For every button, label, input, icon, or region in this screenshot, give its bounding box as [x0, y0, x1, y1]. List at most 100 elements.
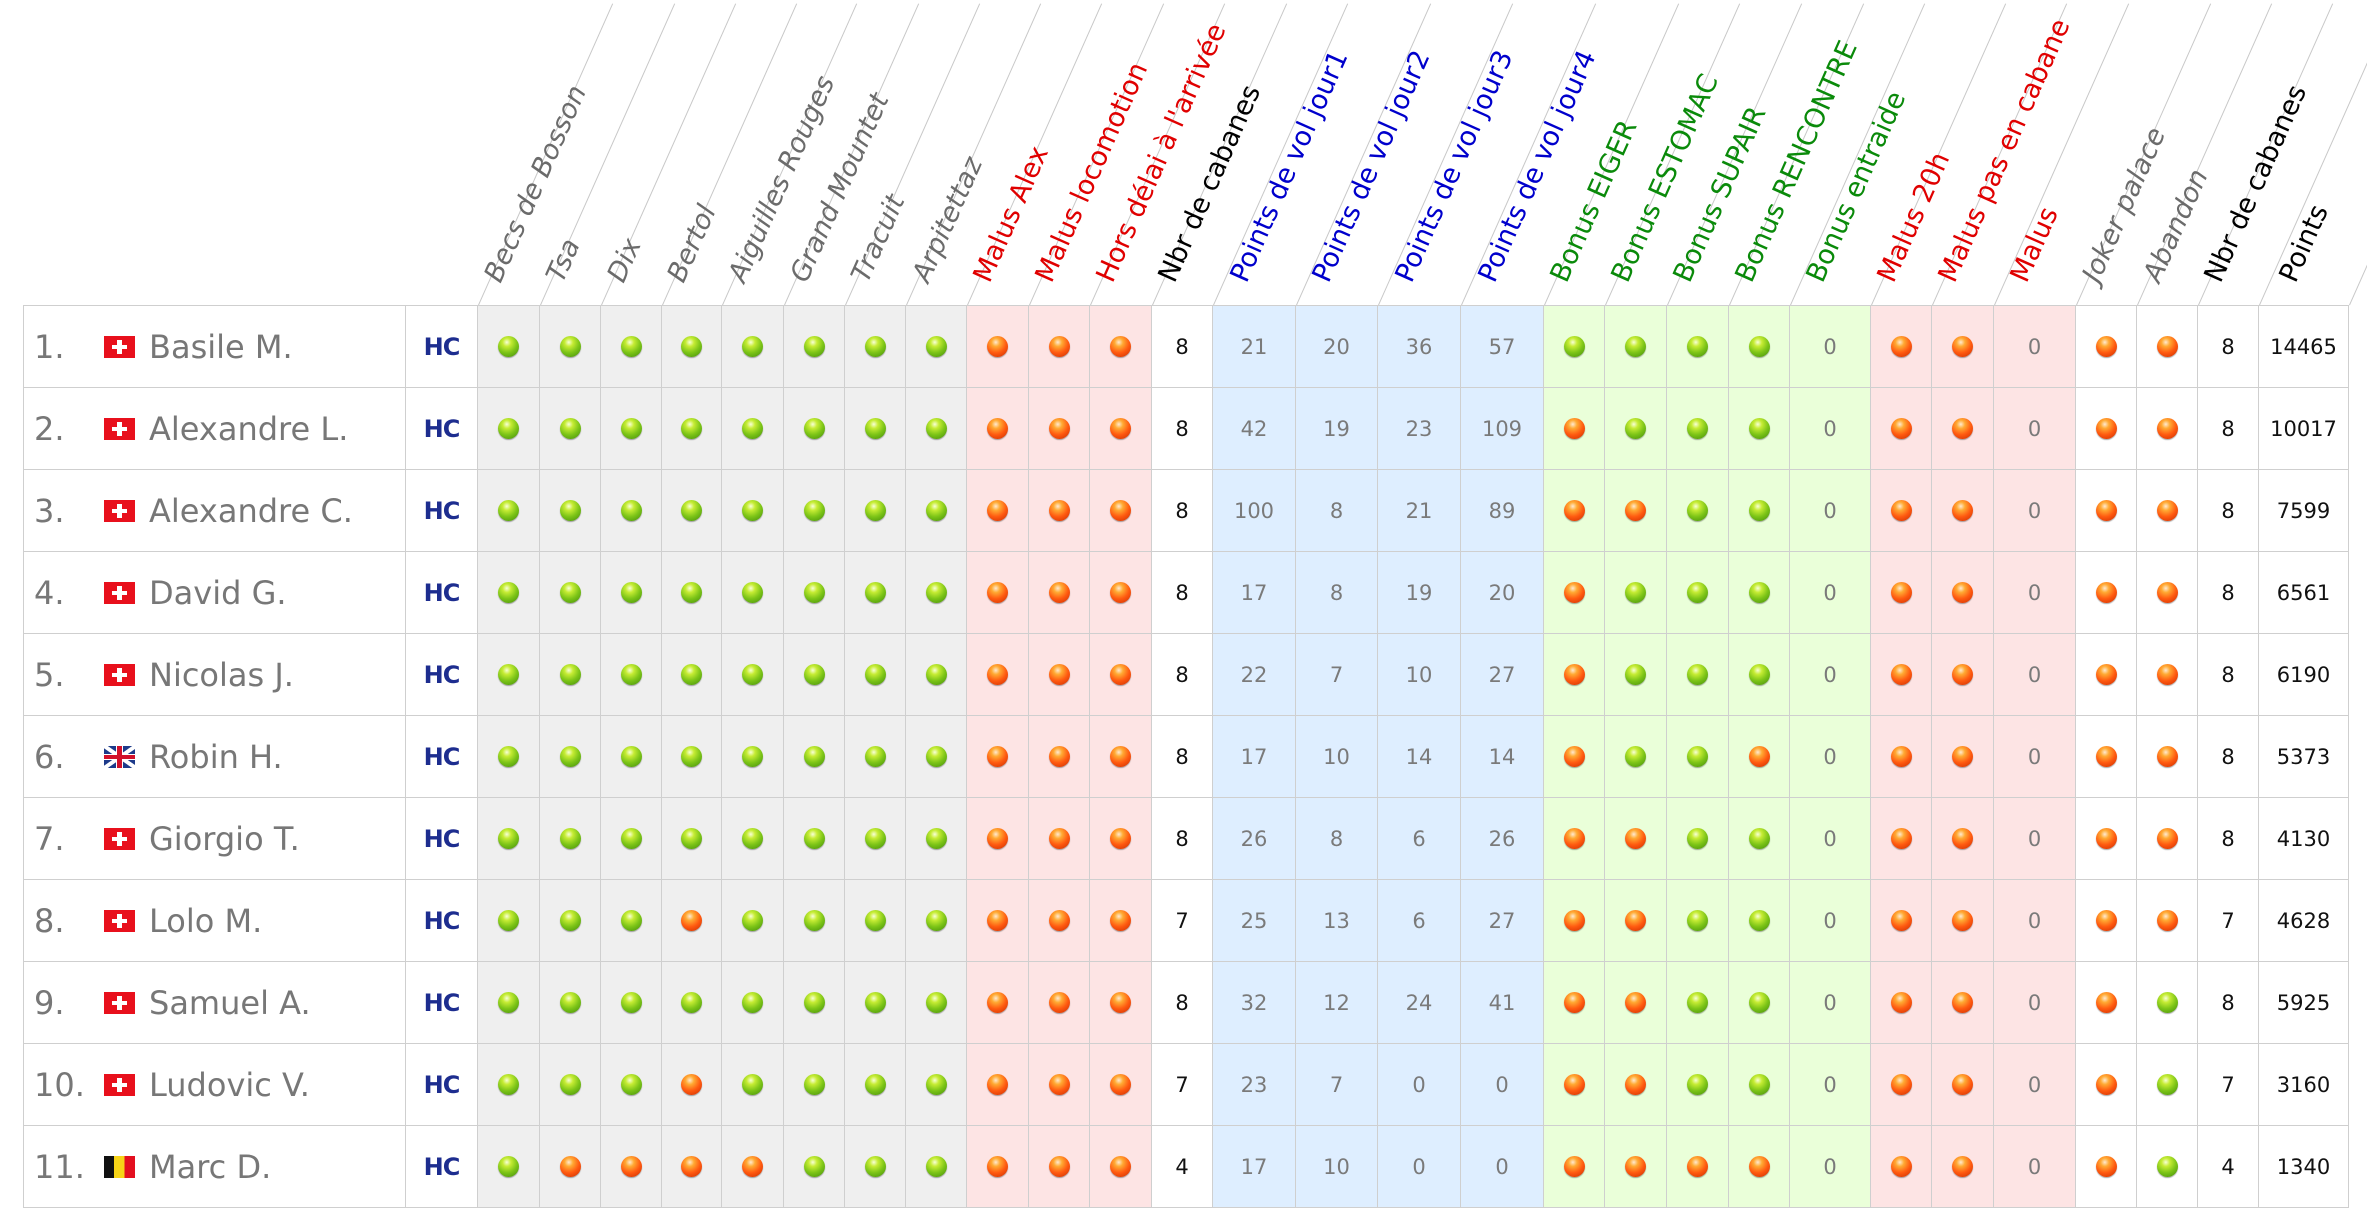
cell-nbr-de-cabanes: 8 — [2198, 716, 2259, 798]
rank-number: 5. — [34, 655, 65, 694]
swiss-flag-icon — [104, 663, 135, 686]
cell-malus-alex — [967, 798, 1029, 880]
cell-points-de-vol-jour1: 100 — [1213, 470, 1296, 552]
participant-cell[interactable]: 1. Basile M. — [24, 306, 406, 388]
cell-tsa — [540, 1044, 601, 1126]
cell-bonus-entraide: 0 — [1790, 798, 1871, 880]
cell-value: 7 — [1329, 662, 1344, 687]
red-dot-icon — [559, 1156, 581, 1177]
red-dot-icon — [2156, 664, 2178, 685]
green-dot-icon — [559, 500, 581, 521]
red-dot-icon — [1890, 1156, 1912, 1177]
red-dot-icon — [2095, 1074, 2117, 1095]
hc-logo-icon: HC — [423, 742, 461, 771]
red-dot-icon — [1048, 582, 1070, 603]
participant-cell[interactable]: 10. Ludovic V. — [24, 1044, 406, 1126]
green-dot-icon — [864, 500, 886, 521]
cell-value: 109 — [1481, 416, 1523, 441]
red-dot-icon — [987, 336, 1008, 357]
cell-tracuit — [845, 552, 906, 634]
participant-cell[interactable]: 11. Marc D. — [24, 1126, 406, 1208]
participant-name[interactable]: David G. — [149, 573, 287, 612]
participant-name[interactable]: Robin H. — [149, 737, 283, 776]
participant-name[interactable]: Basile M. — [149, 327, 293, 366]
cell-abandon — [2137, 306, 2198, 388]
cell-malus-pas-en-cabane — [1932, 798, 1994, 880]
hc-logo-icon: HC — [423, 906, 461, 935]
cell-malus-pas-en-cabane — [1932, 388, 1994, 470]
cell-value: 0 — [1823, 1072, 1837, 1097]
cell-arpitettaz — [906, 388, 967, 470]
cell-value: 5373 — [2276, 744, 2331, 769]
hc-logo-icon: HC — [423, 988, 461, 1017]
green-dot-icon — [559, 992, 581, 1013]
cell-value: 23 — [1240, 1072, 1268, 1097]
participant-cell[interactable]: 5. Nicolas J. — [24, 634, 406, 716]
cell-tsa — [540, 880, 601, 962]
participant-cell[interactable]: 6. Robin H. — [24, 716, 406, 798]
participant-cell[interactable]: 3. Alexandre C. — [24, 470, 406, 552]
cell-bonus-estomac — [1605, 1044, 1667, 1126]
green-dot-icon — [2156, 1074, 2178, 1095]
green-dot-icon — [742, 500, 763, 521]
cell-bonus-entraide: 0 — [1790, 634, 1871, 716]
red-dot-icon — [1625, 910, 1646, 931]
cell-points-de-vol-jour4: 14 — [1461, 716, 1544, 798]
cell-abandon — [2137, 798, 2198, 880]
cell-dix — [601, 1126, 662, 1208]
red-dot-icon — [681, 1074, 702, 1095]
red-dot-icon — [1563, 1156, 1585, 1177]
cell-grand-mountet — [784, 716, 845, 798]
red-dot-icon — [987, 1156, 1008, 1177]
cell-points-de-vol-jour4: 109 — [1461, 388, 1544, 470]
cell-points: 6190 — [2259, 634, 2349, 716]
participant-name[interactable]: Ludovic V. — [149, 1065, 310, 1104]
cell-bonus-estomac — [1605, 962, 1667, 1044]
participant-cell[interactable]: 4. David G. — [24, 552, 406, 634]
participant-name[interactable]: Marc D. — [149, 1147, 272, 1186]
red-dot-icon — [1952, 746, 1973, 767]
cell-bonus-entraide: 0 — [1790, 388, 1871, 470]
participant-cell[interactable]: 7. Giorgio T. — [24, 798, 406, 880]
cell-malus-pas-en-cabane — [1932, 634, 1994, 716]
green-dot-icon — [1687, 664, 1708, 685]
cell-bertol — [662, 716, 722, 798]
green-dot-icon — [803, 1074, 825, 1095]
swiss-flag-icon — [104, 991, 135, 1014]
cell-joker-palace — [2076, 634, 2137, 716]
cell-points-de-vol-jour1: 32 — [1213, 962, 1296, 1044]
participant-name[interactable]: Lolo M. — [149, 901, 263, 940]
participant-cell[interactable]: 2. Alexandre L. — [24, 388, 406, 470]
cell-grand-mountet — [784, 306, 845, 388]
cell-value: 8 — [1329, 580, 1344, 605]
cell-tracuit — [845, 1044, 906, 1126]
cell-value: 4130 — [2276, 826, 2331, 851]
cell-value: 0 — [1823, 826, 1837, 851]
cell-becs-de-bosson — [478, 798, 540, 880]
participant-cell[interactable]: 8. Lolo M. — [24, 880, 406, 962]
cell-grand-mountet — [784, 1126, 845, 1208]
red-dot-icon — [2156, 418, 2178, 439]
cell-points-de-vol-jour3: 19 — [1378, 552, 1461, 634]
cell-becs-de-bosson — [478, 306, 540, 388]
cell-malus: 0 — [1994, 716, 2076, 798]
cell-dix — [601, 880, 662, 962]
cell-abandon — [2137, 634, 2198, 716]
cell-value: 26 — [1240, 826, 1268, 851]
participant-name[interactable]: Alexandre L. — [149, 409, 349, 448]
team-logo-cell: HC — [406, 1126, 478, 1208]
participant-name[interactable]: Samuel A. — [149, 983, 311, 1022]
cell-value: 25 — [1240, 908, 1268, 933]
red-dot-icon — [1890, 828, 1912, 849]
cell-dix — [601, 634, 662, 716]
cell-malus-alex — [967, 634, 1029, 716]
red-dot-icon — [1048, 418, 1070, 439]
swiss-flag-icon — [104, 909, 135, 932]
participant-name[interactable]: Alexandre C. — [149, 491, 353, 530]
cell-malus-pas-en-cabane — [1932, 962, 1994, 1044]
participant-cell[interactable]: 9. Samuel A. — [24, 962, 406, 1044]
participant-name[interactable]: Nicolas J. — [149, 655, 294, 694]
green-dot-icon — [681, 500, 702, 521]
participant-name[interactable]: Giorgio T. — [149, 819, 300, 858]
cell-bonus-estomac — [1605, 470, 1667, 552]
